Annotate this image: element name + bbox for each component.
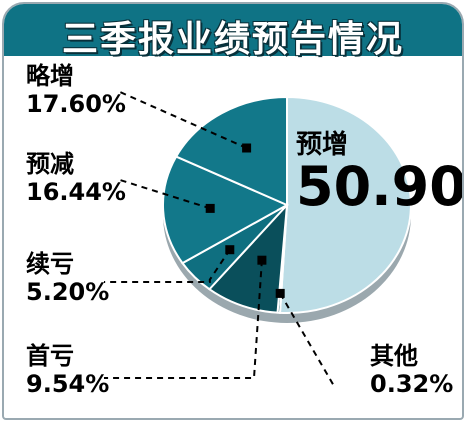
- label-shoukui: 首亏 9.54%: [26, 342, 110, 398]
- label-luezeng: 略增 17.60%: [26, 62, 126, 118]
- label-xukui: 续亏 5.20%: [26, 250, 110, 306]
- label-yujian: 预减 16.44%: [26, 150, 126, 206]
- yuzeng-value: 50.90: [296, 155, 464, 218]
- leader-qita: [279, 292, 335, 387]
- marker-shoukui: [257, 255, 267, 265]
- marker-yujian: [205, 203, 215, 213]
- chart-title: 三季报业绩预告情况: [61, 19, 404, 60]
- slice-luezeng: [174, 95, 288, 207]
- slice-yuzeng: [278, 95, 412, 314]
- marker-xukui: [225, 245, 235, 255]
- chart-frame: 三季报业绩预告情况 略增 17.60% 预减 16.44% 续亏 5.20% 首…: [2, 2, 464, 420]
- slice-yujian: [162, 155, 290, 265]
- leader-luezeng: [119, 91, 248, 149]
- slice-shoukui: [207, 202, 289, 314]
- marker-luezeng: [242, 143, 252, 153]
- leader-xukui: [104, 249, 231, 283]
- marker-qita: [275, 288, 285, 298]
- label-yuzeng: 预增 50.90%: [296, 132, 462, 214]
- leader-yujian: [119, 179, 211, 210]
- title-bar: 三季报业绩预告情况: [4, 4, 462, 60]
- pie-chart: [104, 91, 412, 387]
- label-qita: 其他 0.32%: [370, 342, 454, 398]
